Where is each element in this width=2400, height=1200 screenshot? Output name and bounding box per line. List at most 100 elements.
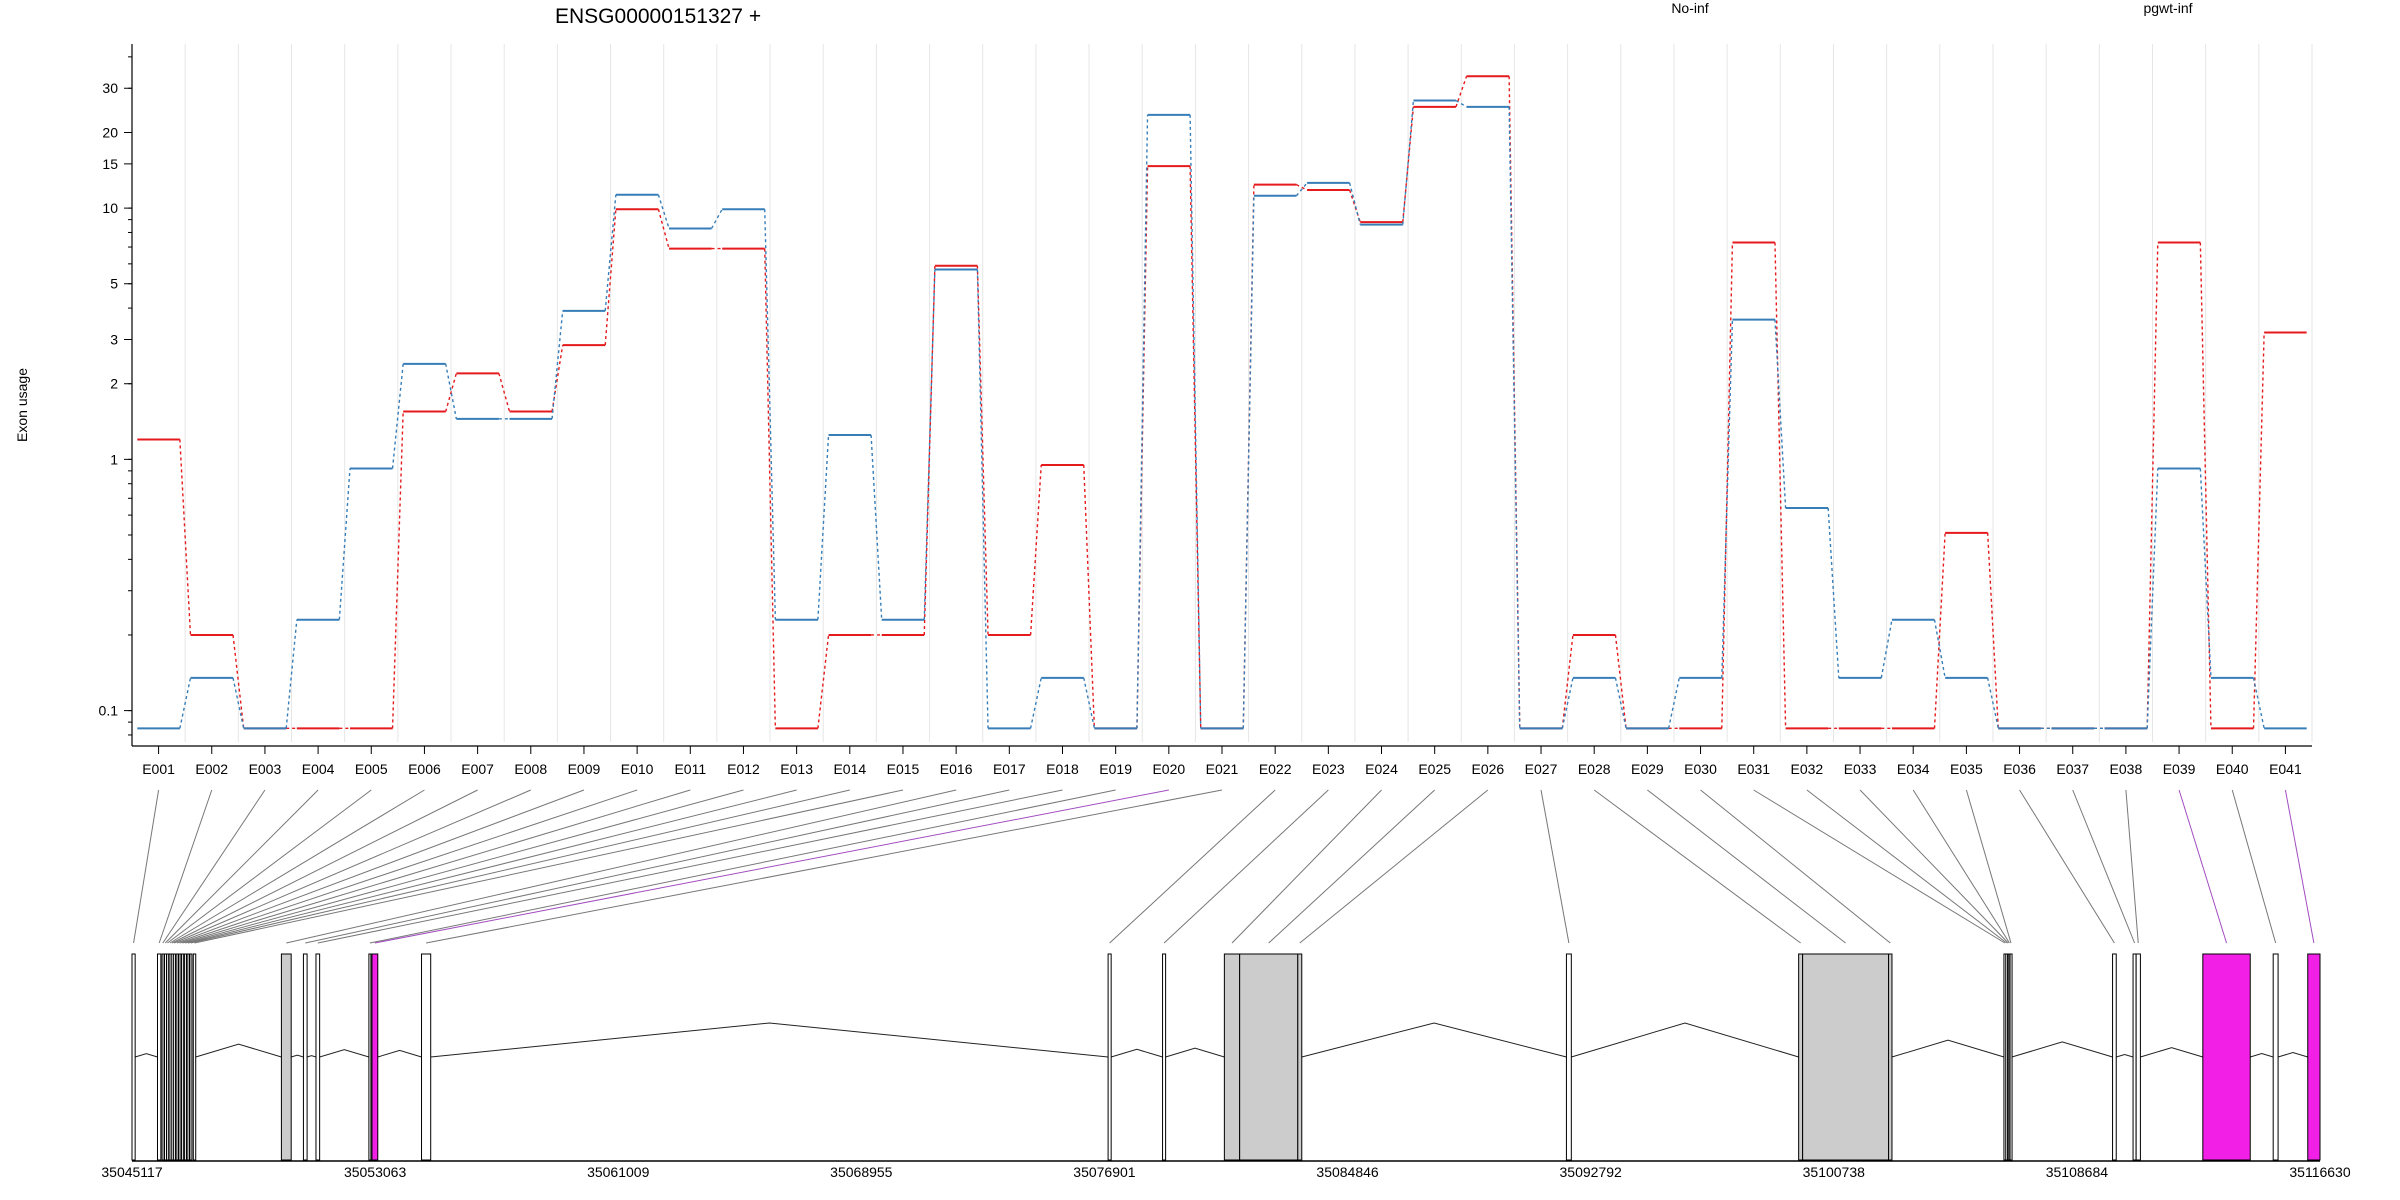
connector-E020 [374,789,1169,944]
exon-box-E024 [1223,953,1241,1161]
usage-connector [1402,100,1415,225]
x-tick-label: E028 [1578,761,1611,777]
connector-E019 [369,789,1116,944]
connector-E028 [1593,789,1801,944]
x-tick-label: E037 [2056,761,2089,777]
x-tick-label: E004 [302,761,335,777]
x-tick-label: E017 [993,761,1026,777]
x-tick-label: E023 [1312,761,1345,777]
usage-connector [976,265,989,635]
exon-box-E036 [2112,953,2117,1161]
coordinate-label: 35116630 [2289,1164,2350,1180]
coordinate-label: 35068955 [830,1164,893,1180]
usage-connector [1029,677,1042,729]
usage-connector [179,439,192,636]
connector-E018 [317,789,1063,944]
exon-box-E040 [2272,953,2279,1161]
x-tick-label: E035 [1950,761,1983,777]
x-tick-label: E019 [1099,761,1132,777]
connector-E007 [171,789,478,944]
usage-connector [1774,319,1787,509]
exon-box-E010 [178,953,182,1161]
exon-box-E012 [183,953,187,1161]
usage-connector [923,269,936,620]
usage-connector [2252,332,2265,729]
x-tick-label: E022 [1259,761,1292,777]
coordinate-label: 35100738 [1803,1164,1866,1180]
exon-box-E041 [2307,953,2321,1161]
connector-E003 [162,789,266,944]
x-tick-label: E032 [1791,761,1824,777]
usage-connector [498,373,511,412]
y-tick-label: 1 [110,451,118,467]
usage-connector [604,209,617,346]
usage-connector [391,411,404,729]
x-tick-label: E005 [355,761,388,777]
x-tick-label: E014 [833,761,866,777]
intron-line [1301,1022,1567,1058]
grid-lines [131,44,2313,742]
y-tick-label: 0.1 [99,703,119,719]
connector-E012 [185,789,744,944]
exon-box-E001 [131,953,136,1161]
usage-connector [1933,532,1946,729]
x-tick-label: E031 [1737,761,1770,777]
coordinate-label: 35084846 [1316,1164,1379,1180]
connector-E029 [1647,789,1846,944]
usage-connector [1083,464,1096,729]
intron-line [2277,1052,2308,1058]
usage-connector [1136,166,1149,729]
connector-E031 [1753,789,2006,944]
connector-E004 [164,789,319,944]
connector-E035 [1965,789,2012,944]
connector-E039 [2178,789,2228,944]
x-tick-label: E024 [1365,761,1398,777]
exon-box-E023 [1162,953,1167,1161]
connector-E009 [176,789,585,944]
y-tick-label: 10 [102,200,118,216]
exon-box-E014 [189,953,193,1161]
usage-connector [764,248,777,729]
connector-E002 [158,789,213,944]
x-tick-label: E041 [2269,761,2302,777]
connector-E030 [1700,789,1891,944]
usage-connector [285,619,298,729]
usage-connector [1986,532,1999,729]
series-No-inf [137,75,2307,730]
usage-connector [870,434,883,620]
connector-E014 [190,789,850,944]
x-tick-label: E021 [1206,761,1239,777]
connector-E026 [1299,789,1489,944]
usage-connector [1189,114,1202,729]
connector-E023 [1163,789,1329,944]
usage-connector [923,265,936,635]
coordinate-label: 35045117 [101,1164,162,1180]
exon-box-E003 [161,953,165,1161]
usage-connector [1561,677,1574,729]
exon-box-E022 [1107,953,1112,1161]
usage-connector [445,373,458,412]
y-tick-label: 15 [102,156,118,172]
intron-line [1165,1047,1225,1058]
connector-E016 [286,789,957,944]
intron-line [2011,1041,2113,1058]
exon-box-E020 [371,953,379,1161]
x-tick-label: E015 [887,761,920,777]
x-tick-label: E016 [940,761,973,777]
intron-line [291,1054,304,1058]
x-tick-label: E007 [461,761,494,777]
usage-connector [1880,619,1893,678]
connector-E033 [1859,789,2009,944]
x-tick-label: E038 [2110,761,2143,777]
connector-E006 [169,789,425,944]
x-tick-label: E040 [2216,761,2249,777]
intron-line [2116,1053,2134,1058]
exon-box-E015 [192,953,197,1161]
connector-E001 [133,789,160,944]
coordinate-label: 35053063 [344,1164,407,1180]
exon-box-E027 [1565,953,1572,1161]
connector-E021 [426,789,1223,944]
usage-connector [1029,464,1042,636]
x-tick-label: E034 [1897,761,1930,777]
exon-box-E029 [1802,953,1890,1161]
